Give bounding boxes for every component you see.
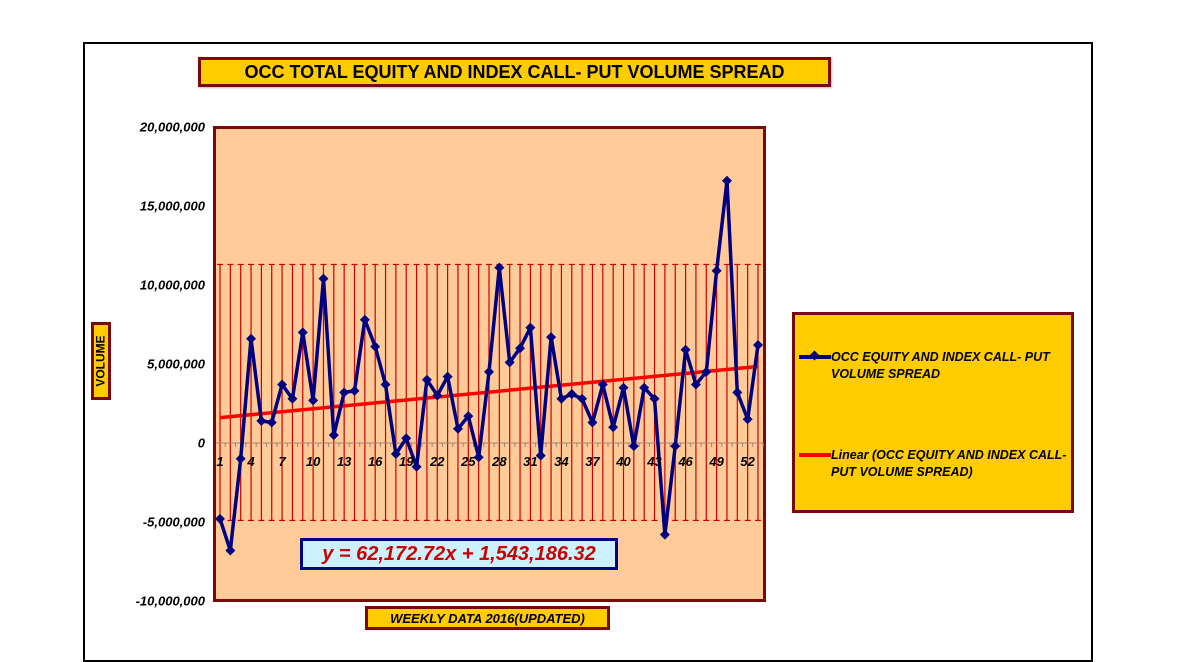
x-tick: 52: [740, 454, 755, 469]
data-point-marker: [494, 262, 505, 273]
chart-plot-svg: [215, 175, 764, 556]
data-point-marker: [256, 415, 267, 426]
data-point-marker: [711, 265, 722, 276]
data-point-marker: [618, 382, 629, 393]
data-point-marker: [504, 357, 515, 368]
data-point-marker: [742, 414, 753, 425]
equation-text: y = 62,172.72x + 1,543,186.32: [322, 542, 596, 565]
y-tick: -10,000,000: [135, 593, 205, 609]
x-axis-line: [216, 442, 764, 447]
x-tick: 49: [709, 454, 724, 469]
legend: OCC EQUITY AND INDEX CALL- PUT VOLUME SP…: [792, 312, 1074, 513]
y-axis-title: VOLUME: [91, 322, 111, 400]
data-point-marker: [649, 393, 660, 404]
trendline: [219, 364, 759, 420]
data-point-marker: [308, 395, 319, 406]
data-point-marker: [349, 385, 360, 396]
data-point-marker: [359, 314, 370, 325]
y-tick: -5,000,000: [142, 514, 205, 530]
x-tick: 16: [367, 454, 383, 469]
data-point-marker: [556, 393, 567, 404]
data-point-marker: [442, 371, 453, 382]
data-point-marker: [577, 393, 588, 404]
legend-item-series: OCC EQUITY AND INDEX CALL- PUT VOLUME SP…: [799, 349, 1071, 383]
data-series-line: [215, 175, 763, 556]
x-tick: 28: [492, 454, 507, 469]
data-point-marker: [452, 423, 463, 434]
data-point-marker: [370, 341, 381, 352]
data-point-marker: [287, 393, 298, 404]
data-point-marker: [297, 327, 308, 338]
data-point-marker: [597, 379, 608, 390]
data-point-marker: [432, 390, 443, 401]
data-point-marker: [411, 461, 422, 472]
y-tick: 5,000,000: [147, 356, 205, 372]
data-point-marker: [608, 422, 619, 433]
x-tick: 43: [647, 454, 662, 469]
data-point-marker: [535, 450, 546, 461]
data-point-marker: [690, 379, 701, 390]
data-point-marker: [546, 332, 557, 343]
trendline-equation: y = 62,172.72x + 1,543,186.32: [300, 538, 618, 570]
data-point-marker: [732, 387, 743, 398]
x-axis-title: WEEKLY DATA 2016(UPDATED): [365, 606, 610, 630]
data-point-marker: [401, 433, 412, 444]
x-tick: 46: [678, 454, 693, 469]
x-tick: 34: [554, 454, 569, 469]
data-point-marker: [318, 273, 329, 284]
x-tick: 37: [585, 454, 600, 469]
x-tick: 25: [461, 454, 476, 469]
data-point-marker: [380, 379, 391, 390]
x-tick: 7: [278, 454, 286, 469]
data-point-marker: [628, 441, 639, 452]
x-tick: 4: [247, 454, 255, 469]
x-tick: 10: [305, 454, 321, 469]
chart-title-text: OCC TOTAL EQUITY AND INDEX CALL- PUT VOL…: [244, 61, 785, 82]
data-point-marker: [670, 441, 681, 452]
data-point-marker: [721, 175, 732, 186]
data-point-marker: [587, 417, 598, 428]
data-point-marker: [266, 417, 277, 428]
x-tick: 22: [430, 454, 445, 469]
data-point-marker: [215, 513, 225, 524]
data-point-marker: [328, 430, 339, 441]
data-point-marker: [525, 322, 536, 333]
data-point-marker: [701, 366, 712, 377]
x-tick: 1: [216, 454, 224, 469]
data-point-marker: [659, 529, 670, 540]
data-point-marker: [339, 387, 350, 398]
chart-title: OCC TOTAL EQUITY AND INDEX CALL- PUT VOL…: [198, 57, 831, 87]
data-point-marker: [639, 382, 650, 393]
data-point-marker: [225, 545, 236, 556]
data-point-marker: [421, 374, 432, 385]
legend-item-trend: Linear (OCC EQUITY AND INDEX CALL- PUT V…: [799, 447, 1071, 481]
x-tick: 13: [336, 454, 352, 469]
x-axis-title-text: WEEKLY DATA 2016(UPDATED): [390, 610, 585, 626]
y-tick: 10,000,000: [139, 277, 205, 293]
data-point-marker: [246, 333, 257, 344]
error-bars: [217, 263, 761, 522]
y-tick: 20,000,000: [139, 119, 205, 135]
data-point-marker: [484, 366, 494, 377]
x-tick: 40: [616, 454, 631, 469]
data-point-marker: [753, 340, 763, 351]
data-point-marker: [515, 343, 526, 354]
legend-label-trend: Linear (OCC EQUITY AND INDEX CALL- PUT V…: [831, 448, 1067, 479]
x-tick: 31: [523, 454, 538, 469]
data-point-marker: [235, 453, 246, 464]
y-tick: 15,000,000: [139, 198, 205, 214]
trendline-swatch-icon: [799, 453, 831, 457]
series-marker-icon: [799, 350, 831, 361]
data-point-marker: [473, 452, 484, 463]
data-point-marker: [277, 379, 288, 390]
x-tick: 19: [398, 454, 414, 469]
legend-label-series: OCC EQUITY AND INDEX CALL- PUT VOLUME SP…: [831, 350, 1050, 381]
y-tick: 0: [197, 435, 205, 451]
data-point-marker: [463, 411, 474, 422]
data-point-marker: [390, 449, 401, 460]
data-point-marker: [680, 344, 691, 355]
data-point-marker: [566, 389, 577, 400]
